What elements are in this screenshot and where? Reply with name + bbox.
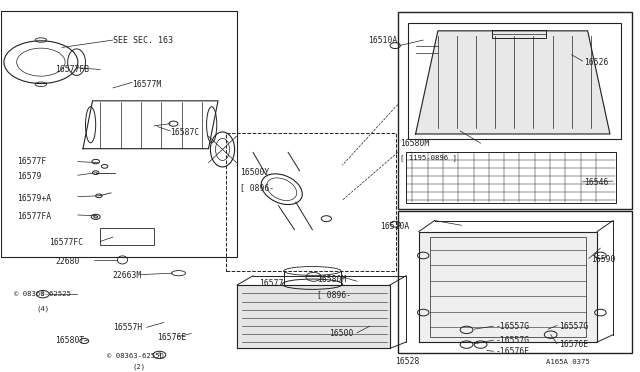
Text: 16557H: 16557H: [113, 323, 142, 332]
Polygon shape: [237, 285, 390, 348]
Text: S: S: [41, 292, 45, 296]
Text: 16590: 16590: [591, 256, 615, 264]
Text: 16500Y: 16500Y: [241, 168, 269, 177]
Text: 16510A: 16510A: [368, 36, 397, 45]
Polygon shape: [415, 31, 610, 134]
Text: 16577FB: 16577FB: [56, 65, 90, 74]
Text: 16510A: 16510A: [381, 222, 410, 231]
Text: © 08363-6255D: © 08363-6255D: [106, 353, 163, 359]
Text: SEE SEC. 163: SEE SEC. 163: [113, 36, 173, 45]
Text: 22663M: 22663M: [113, 271, 142, 280]
Text: A165A 0375: A165A 0375: [546, 359, 590, 365]
Bar: [406, 152, 616, 203]
Text: 16580M: 16580M: [317, 275, 346, 284]
Text: 16577F: 16577F: [17, 157, 47, 166]
Text: 16577FA: 16577FA: [17, 212, 51, 221]
Bar: [397, 12, 632, 209]
Text: [ 0896-: [ 0896-: [241, 183, 275, 192]
Text: 16528: 16528: [395, 357, 420, 366]
Text: 16579: 16579: [17, 172, 42, 181]
Text: (4): (4): [36, 306, 49, 312]
Text: © 08360-62525: © 08360-62525: [14, 291, 71, 297]
Text: 16587C: 16587C: [170, 128, 200, 137]
Text: [ 1195-0896 ]: [ 1195-0896 ]: [399, 154, 456, 161]
Text: 16526: 16526: [584, 58, 609, 67]
Text: -16557G: -16557G: [495, 336, 529, 346]
Bar: [492, 30, 546, 38]
Bar: [226, 133, 396, 271]
Bar: [397, 211, 632, 353]
Polygon shape: [419, 231, 597, 342]
Text: 22680: 22680: [56, 257, 80, 266]
Text: 16580M: 16580M: [399, 139, 429, 148]
Text: (2): (2): [132, 363, 145, 370]
Text: 16557G: 16557G: [559, 322, 588, 331]
Text: 16580T: 16580T: [56, 336, 85, 346]
Text: 16577: 16577: [259, 279, 284, 288]
Text: -16576E: -16576E: [495, 347, 529, 356]
Bar: [100, 228, 154, 245]
Bar: [408, 23, 621, 140]
Text: S: S: [157, 352, 161, 357]
Text: 16576E: 16576E: [157, 333, 187, 342]
Text: 16577M: 16577M: [132, 80, 161, 89]
Bar: [1, 10, 237, 257]
Text: 16500: 16500: [330, 329, 354, 338]
Text: 16579+A: 16579+A: [17, 194, 51, 203]
Text: 16546: 16546: [584, 178, 609, 187]
Text: 16576E: 16576E: [559, 340, 588, 349]
Text: 16577FC: 16577FC: [49, 238, 83, 247]
Bar: [429, 237, 586, 337]
Text: -16557G: -16557G: [495, 322, 529, 331]
Text: [ 0896-: [ 0896-: [317, 290, 351, 299]
